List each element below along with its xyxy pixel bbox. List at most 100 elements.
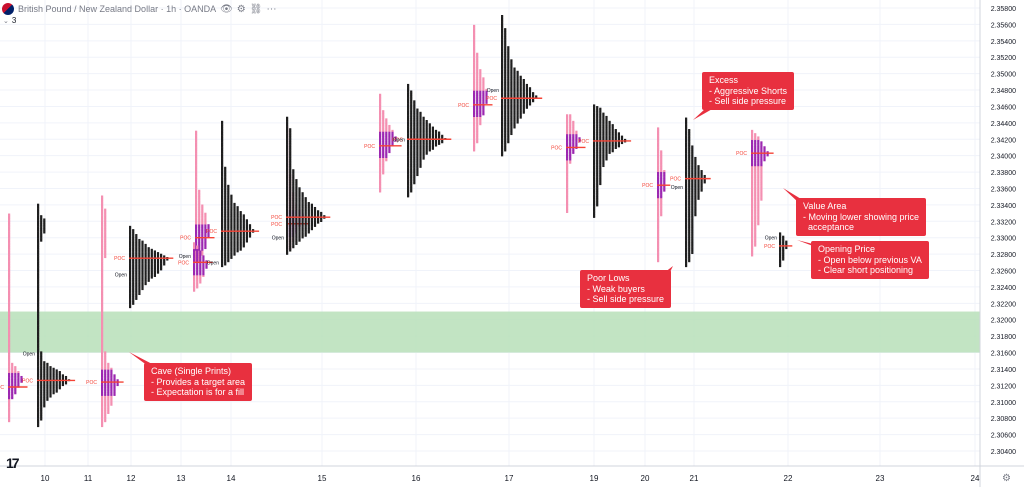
axis-settings-icon[interactable]: ⚙ <box>1002 473 1011 484</box>
tpo-mark <box>691 170 694 172</box>
tpo-mark <box>101 220 104 222</box>
tpo-mark <box>221 227 224 230</box>
tpo-mark <box>513 93 516 96</box>
tpo-mark <box>513 123 516 126</box>
tpo-mark <box>286 129 289 132</box>
tpo-mark <box>224 235 227 238</box>
link-icon[interactable]: ⛓ <box>249 3 263 15</box>
tpo-mark <box>416 139 419 142</box>
tpo-mark <box>101 372 104 375</box>
tpo-mark <box>751 177 754 180</box>
tpo-mark <box>239 224 242 227</box>
tpo-mark <box>132 302 135 305</box>
tpo-mark <box>104 372 107 375</box>
symbol-title[interactable]: British Pound / New Zealand Dollar · 1h … <box>18 4 217 14</box>
tpo-mark <box>135 261 138 264</box>
settings-icon[interactable]: ⚙ <box>236 3 246 15</box>
tpo-mark <box>101 364 104 367</box>
tpo-mark <box>101 208 104 211</box>
tpo-mark <box>593 127 596 130</box>
tpo-mark <box>476 141 479 144</box>
tpo-mark <box>141 240 144 243</box>
tpo-mark <box>289 208 292 211</box>
tpo-mark <box>221 197 224 200</box>
eye-icon[interactable]: 👁 <box>220 3 233 15</box>
tpo-mark <box>11 397 14 400</box>
tpo-mark <box>64 380 68 383</box>
tpo-mark <box>513 110 516 113</box>
tpo-mark <box>20 375 23 378</box>
tpo-mark <box>37 302 40 305</box>
tpo-mark <box>522 90 525 93</box>
tpo-mark <box>751 174 754 177</box>
tpo-mark <box>8 348 11 350</box>
tpo-mark <box>104 385 107 388</box>
tpo-mark <box>104 226 107 229</box>
tpo-mark <box>566 189 569 192</box>
tpo-mark <box>304 200 307 203</box>
tpo-mark <box>101 269 104 272</box>
tpo-mark <box>685 165 688 168</box>
tpo-mark <box>473 87 476 90</box>
tpo-mark <box>292 197 295 200</box>
tpo-mark <box>101 303 104 306</box>
tpo-mark <box>473 62 476 65</box>
tpo-mark <box>230 243 233 246</box>
tpo-mark <box>522 95 525 98</box>
tpo-mark <box>37 343 40 346</box>
tpo-mark <box>605 155 608 158</box>
tpo-mark <box>132 296 135 299</box>
tpo-mark <box>221 260 224 263</box>
tpo-mark <box>407 134 410 137</box>
tpo-mark <box>132 286 135 289</box>
tpo-mark <box>757 223 760 226</box>
tpo-mark <box>135 263 138 266</box>
tpo-mark <box>292 172 295 175</box>
tpo-mark <box>407 90 410 93</box>
tpo-mark <box>611 147 614 149</box>
tpo-mark <box>504 74 507 76</box>
tpo-mark <box>685 142 688 145</box>
poc-label: POC <box>271 222 282 228</box>
tpo-mark <box>599 114 602 117</box>
tpo-mark <box>230 220 233 223</box>
tpo-mark <box>657 193 660 195</box>
tpo-mark <box>611 143 614 146</box>
tpo-mark <box>292 177 295 180</box>
tpo-mark <box>193 243 196 246</box>
tpo-mark <box>419 123 422 126</box>
tpo-mark <box>292 170 295 173</box>
tpo-mark <box>596 183 599 186</box>
tpo-mark <box>575 138 578 141</box>
tpo-mark <box>224 207 227 210</box>
tpo-mark <box>150 273 153 276</box>
tpo-mark <box>751 236 754 239</box>
tpo-mark <box>516 92 519 95</box>
tpo-mark <box>379 108 382 111</box>
tpo-mark <box>286 126 289 129</box>
tpo-mark <box>596 197 599 200</box>
tpo-mark <box>101 264 104 267</box>
tpo-mark <box>596 129 599 131</box>
tpo-mark <box>132 298 135 300</box>
tpo-mark <box>504 141 507 144</box>
tpo-mark <box>193 289 196 292</box>
tpo-mark <box>101 400 104 403</box>
tpo-mark <box>37 415 40 418</box>
tpo-mark <box>751 129 754 132</box>
poc-label: POC <box>670 177 681 183</box>
tpo-mark <box>379 133 382 136</box>
tpo-mark <box>196 266 199 269</box>
tpo-mark <box>196 258 199 261</box>
callout-line: - Sell side pressure <box>709 96 787 106</box>
tpo-mark <box>754 231 757 234</box>
tpo-mark <box>286 192 289 195</box>
tpo-mark <box>513 118 516 121</box>
tpo-mark <box>224 253 227 256</box>
indicator-toggle[interactable]: ⌄ 3 <box>3 16 16 25</box>
tpo-mark <box>507 92 510 95</box>
more-icon[interactable]: ⋯ <box>266 3 277 15</box>
tpo-mark <box>657 238 660 241</box>
tpo-mark <box>754 133 757 136</box>
tpo-mark <box>532 93 535 96</box>
